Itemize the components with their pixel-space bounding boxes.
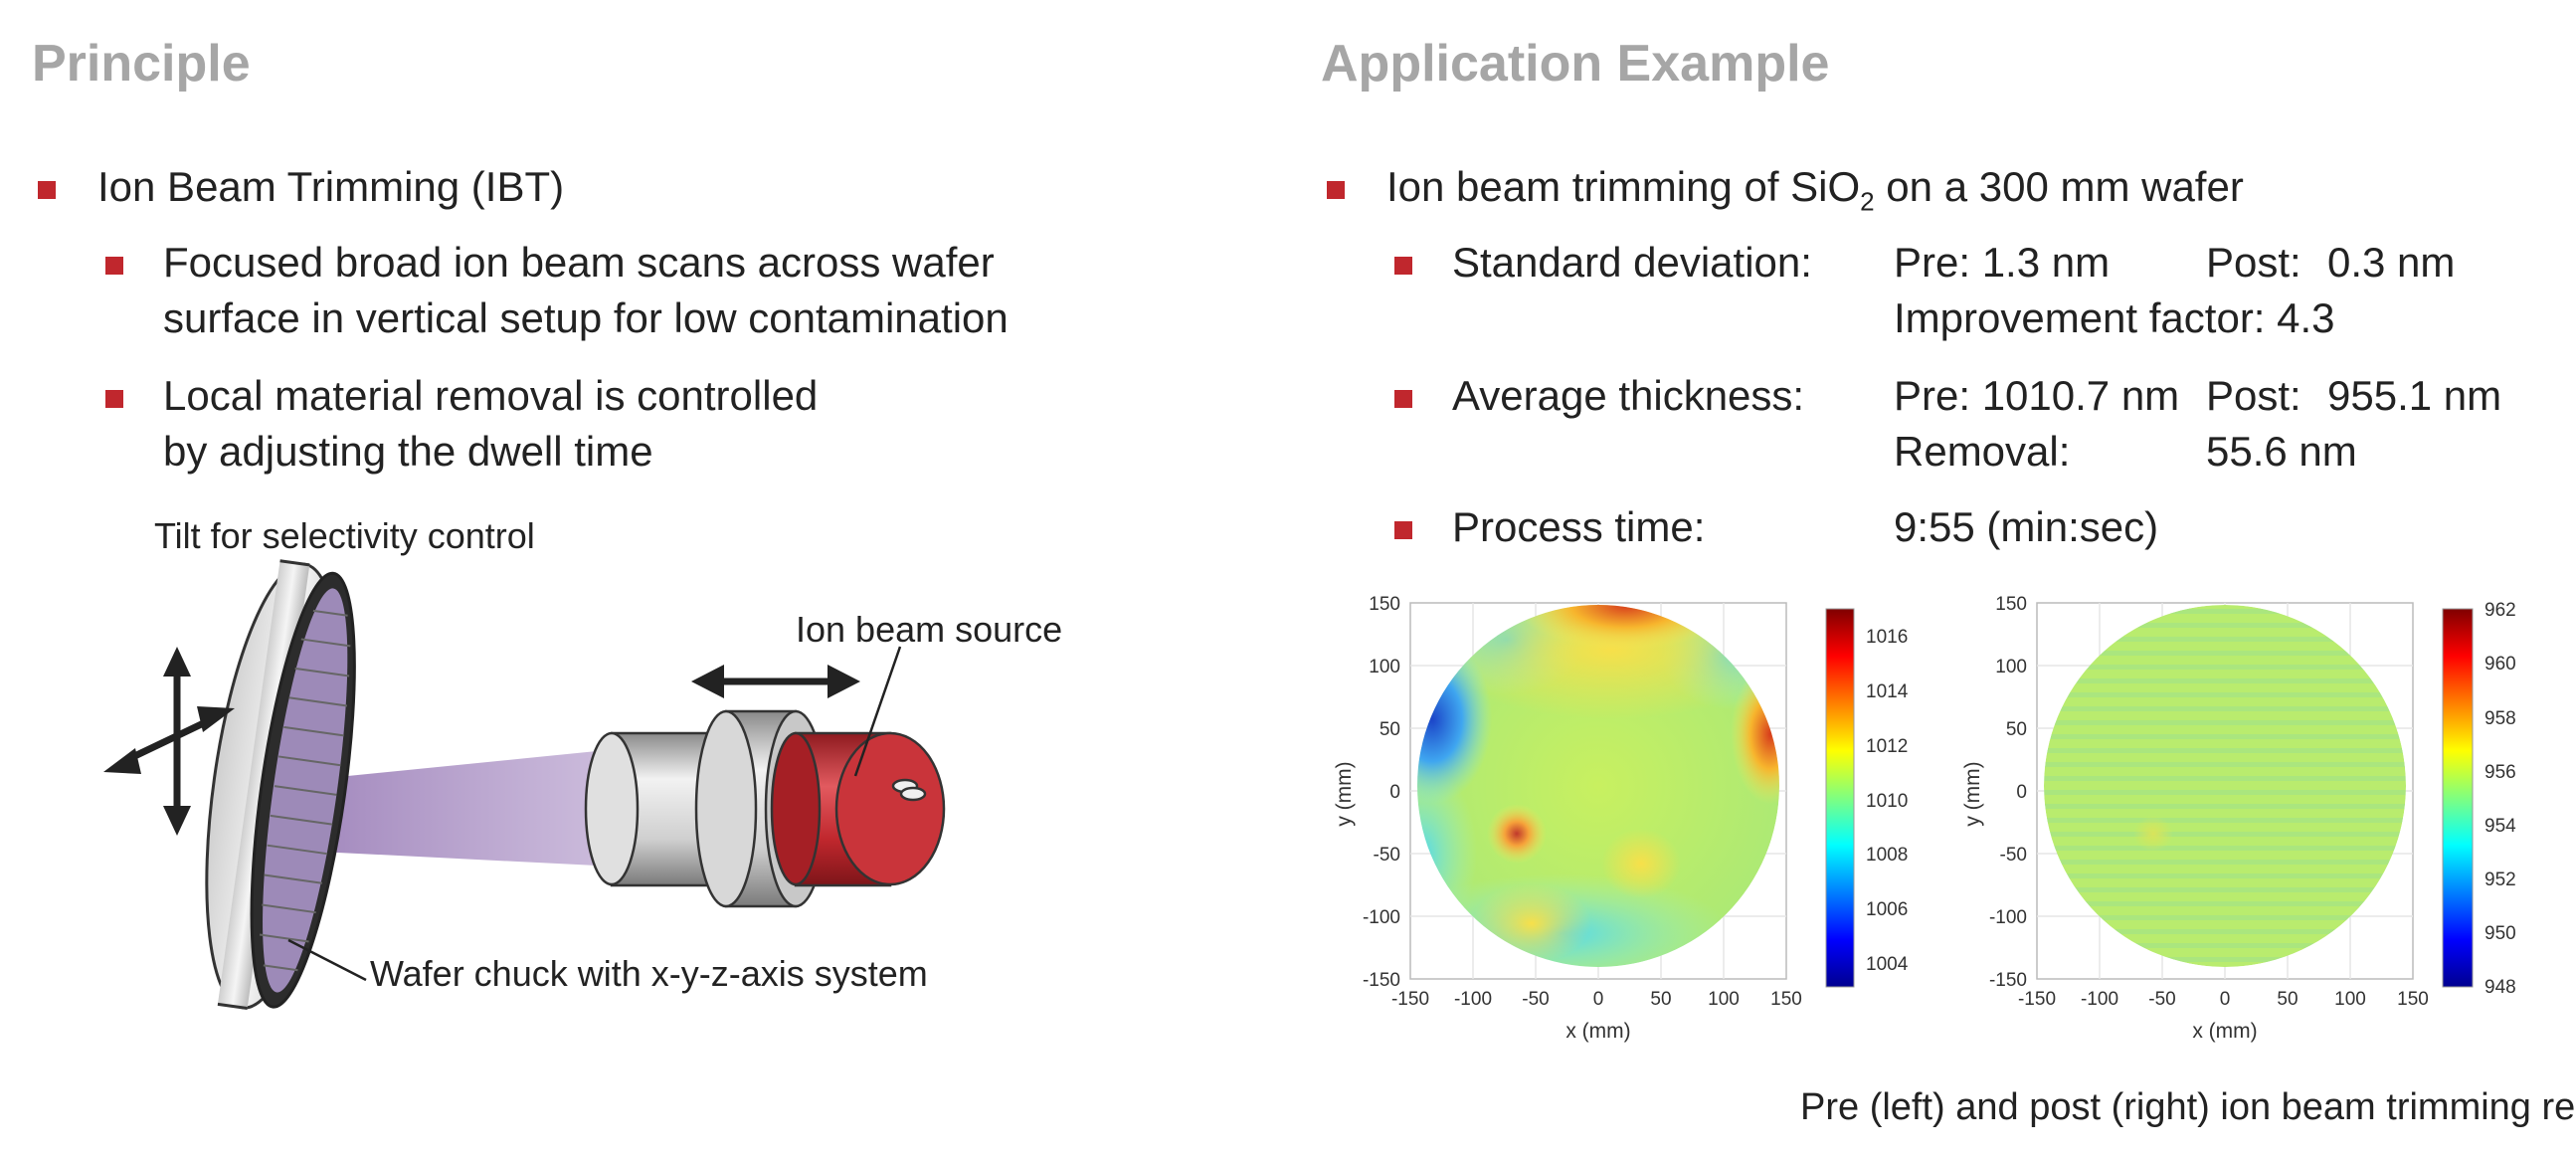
tick-labels: 150 100 50 0 -50 -100 -150 -150 -100 -50… <box>1363 595 1802 1010</box>
avg-post: 955.1 nm <box>2327 372 2502 419</box>
y-tick-label: -100 <box>1363 907 1400 928</box>
results-caption: Pre (left) and post (right) ion beam tri… <box>1800 1086 2576 1128</box>
colorbar-tick-label: 956 <box>2484 762 2516 783</box>
bullet-marker <box>1394 521 1412 539</box>
time-label: Process time: <box>1452 503 1706 550</box>
scan-arrow <box>691 665 860 698</box>
y-tick-label: 0 <box>2016 782 2027 803</box>
source-leader-line <box>853 646 902 777</box>
colorbar-tick-label: 1012 <box>1866 736 1908 757</box>
avg-pre: Pre: 1010.7 nm <box>1894 372 2180 419</box>
avg-post-label: Post: <box>2206 372 2301 419</box>
colorbar-tick-label: 1006 <box>1866 899 1908 920</box>
colorbar-tick-label: 1014 <box>1866 681 1909 702</box>
bullet-application: Ion beam trimming of SiO2 on a 300 mm wa… <box>1386 163 2244 217</box>
y-tick-label: -50 <box>1374 845 1400 866</box>
colorbar-tick-label: 1004 <box>1866 954 1909 975</box>
y-axis-label: y (mm) <box>1333 761 1356 826</box>
sub-bullet-scan-line1: Focused broad ion beam scans across wafe… <box>163 239 995 286</box>
principle-heading: Principle <box>32 35 251 93</box>
sub-bullet-scan-line2: surface in vertical setup for low contam… <box>163 294 1009 341</box>
label-wafer-chuck: Wafer chuck with x-y-z-axis system <box>370 953 928 994</box>
y-tick-label: 50 <box>2006 719 2027 740</box>
avg-label: Average thickness: <box>1452 372 1805 419</box>
x-tick-label: -50 <box>2148 989 2175 1010</box>
y-axis-label: y (mm) <box>1961 761 1984 826</box>
colorbar-tick-label: 948 <box>2484 977 2516 998</box>
time-value: 9:55 (min:sec) <box>1894 503 2159 550</box>
x-tick-label: -100 <box>2081 989 2118 1010</box>
colorbar-tick-label: 962 <box>2484 600 2516 621</box>
x-tick-label: 50 <box>2277 989 2298 1010</box>
x-tick-label: -100 <box>1454 989 1492 1010</box>
y-tick-label: 100 <box>1995 657 2027 677</box>
ibt-diagram <box>103 559 946 1010</box>
colorbar-tick-label: 952 <box>2484 870 2516 890</box>
bullet-marker <box>105 257 123 275</box>
x-tick-label: -50 <box>1522 989 1549 1010</box>
bullet-ibt: Ion Beam Trimming (IBT) <box>97 163 565 210</box>
std-pre: Pre: 1.3 nm <box>1894 239 2111 286</box>
wafer-chuck <box>205 559 356 1010</box>
x-tick-label: 0 <box>2220 989 2231 1010</box>
x-axis-label: x (mm) <box>1565 1020 1630 1043</box>
y-tick-label: -50 <box>2000 845 2027 866</box>
x-tick-label: -150 <box>1391 989 1429 1010</box>
bullet-marker <box>1394 257 1412 275</box>
sub-bullet-removal-line1: Local material removal is controlled <box>163 372 819 419</box>
bullet-marker <box>1394 390 1412 408</box>
ion-beam-source <box>584 709 946 908</box>
y-tick-label: 0 <box>1389 782 1400 803</box>
label-tilt: Tilt for selectivity control <box>154 515 535 556</box>
colorbar-tick-label: 960 <box>2484 654 2516 675</box>
tick-labels: 150 100 50 0 -50 -100 -150 -150 -100 -50… <box>1989 595 2429 1010</box>
y-tick-label: -150 <box>1989 970 2027 991</box>
colorbar-tick-label: 1016 <box>1866 627 1908 648</box>
heatmap-pre: 150 100 50 0 -50 -100 -150 -150 -100 -50… <box>1333 595 1909 1043</box>
heatmap-post: 150 100 50 0 -50 -100 -150 -150 -100 -50… <box>1961 595 2516 1043</box>
x-tick-label: 150 <box>1770 989 1802 1010</box>
sub-bullet-removal-line2: by adjusting the dwell time <box>163 428 653 475</box>
colorbar <box>2442 608 2474 988</box>
y-tick-label: 150 <box>1995 595 2027 615</box>
colorbar-tick-label: 1008 <box>1866 845 1908 866</box>
bullet-marker <box>105 390 123 408</box>
chuck-leader-line <box>287 938 367 982</box>
colorbar-tick-label: 954 <box>2484 816 2516 837</box>
y-tick-label: -150 <box>1363 970 1400 991</box>
improvement-factor: Improvement factor: 4.3 <box>1894 294 2335 341</box>
bullet-marker <box>38 181 56 199</box>
std-post: 0.3 nm <box>2327 239 2456 286</box>
bullet-marker <box>1327 181 1345 199</box>
colorbar-tick-label: 1010 <box>1866 791 1908 812</box>
colorbar-labels: 1016 1014 1012 1010 1008 1006 1004 <box>1866 627 1909 975</box>
x-tick-label: 50 <box>1650 989 1671 1010</box>
application-heading: Application Example <box>1321 35 1830 93</box>
x-tick-label: 100 <box>1708 989 1740 1010</box>
std-label: Standard deviation: <box>1452 239 1812 286</box>
removal-label: Removal: <box>1894 428 2071 475</box>
x-axis-label: x (mm) <box>2192 1020 2257 1043</box>
y-tick-label: 150 <box>1369 595 1400 615</box>
label-ion-beam-source: Ion beam source <box>796 609 1063 650</box>
std-post-label: Post: <box>2206 239 2301 286</box>
x-tick-label: 100 <box>2334 989 2366 1010</box>
x-tick-label: 150 <box>2397 989 2429 1010</box>
y-tick-label: -100 <box>1989 907 2027 928</box>
removal-value: 55.6 nm <box>2206 428 2357 475</box>
colorbar-tick-label: 958 <box>2484 708 2516 729</box>
ion-beam-cone <box>298 751 597 866</box>
y-tick-label: 100 <box>1369 657 1400 677</box>
colorbar <box>1825 608 1855 988</box>
xyz-axis-arrows <box>103 647 235 836</box>
colorbar-labels: 962 960 958 956 954 952 950 948 <box>2484 600 2516 998</box>
colorbar-tick-label: 950 <box>2484 923 2516 944</box>
x-tick-label: -150 <box>2018 989 2056 1010</box>
y-tick-label: 50 <box>1380 719 1400 740</box>
x-tick-label: 0 <box>1593 989 1604 1010</box>
